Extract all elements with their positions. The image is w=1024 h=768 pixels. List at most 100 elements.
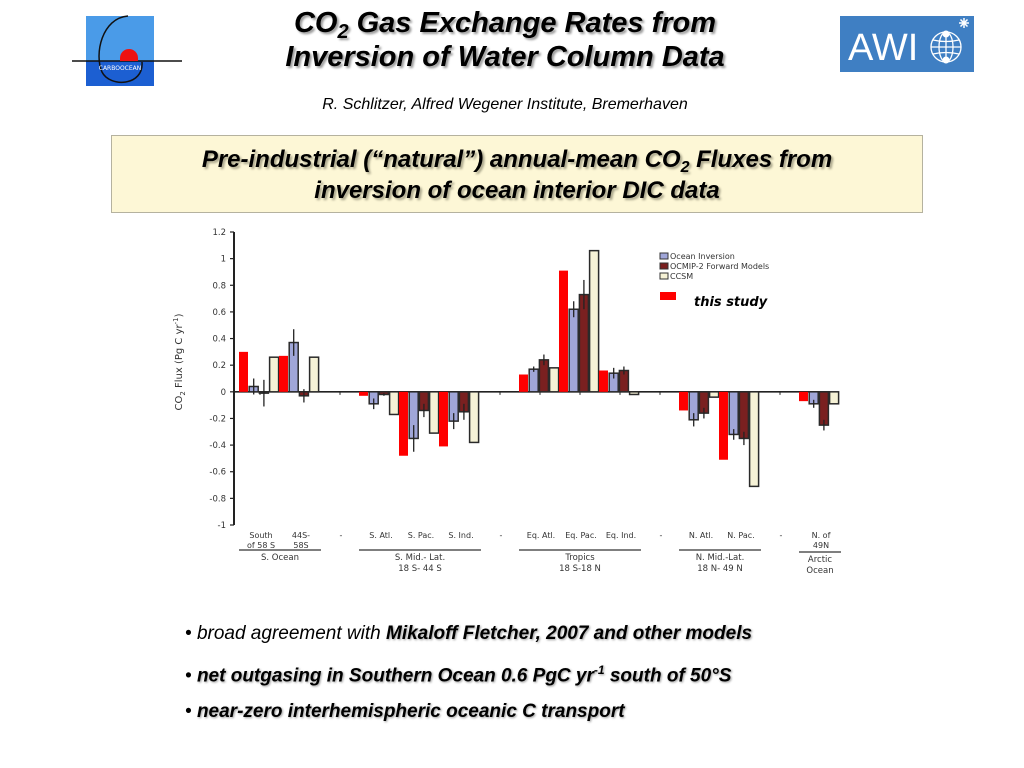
legend-swatch-this-study xyxy=(660,292,676,300)
x-category-label: of 58 S xyxy=(247,541,275,550)
y-tick-label: -0.8 xyxy=(209,494,226,504)
page-title: CO2 Gas Exchange Rates from Inversion of… xyxy=(230,6,780,74)
title-subscript: 2 xyxy=(337,21,349,43)
title-co: CO xyxy=(293,7,338,39)
bar-ccsm xyxy=(548,367,560,393)
y-axis-label: CO2 Flux (Pg C yr-1) xyxy=(172,313,187,410)
x-group-label: S. Ocean xyxy=(261,553,299,563)
bar-ccsm xyxy=(428,391,440,434)
banner-subscript: 2 xyxy=(680,159,690,176)
banner-line1: Pre-industrial (“natural”) annual-mean C… xyxy=(201,146,681,173)
x-group-label: 18 S-18 N xyxy=(559,564,601,574)
x-group-label: S. Mid.- Lat. xyxy=(395,553,445,563)
ylabel-post: ) xyxy=(174,313,185,317)
carboocean-logo-text: CARBOOCEAN xyxy=(99,65,142,72)
x-category-label: S. Ind. xyxy=(448,531,473,540)
x-group-label: Arctic xyxy=(808,555,832,565)
bar-ccsm xyxy=(388,391,400,416)
bar-ccsm xyxy=(628,391,640,396)
x-group-label: Ocean xyxy=(806,566,833,576)
bullet-3-bold: near-zero interhemispheric oceanic C tra… xyxy=(196,701,625,723)
bar-this-study xyxy=(799,391,808,402)
legend-label: Ocean Inversion xyxy=(670,252,735,261)
bar-this-study xyxy=(439,391,448,447)
x-category-label: N. Pac. xyxy=(727,531,754,540)
bullet-2-bold: net outgasing in Southern Ocean 0.6 PgC … xyxy=(196,665,594,687)
legend-this-study-label: this study xyxy=(694,295,768,310)
x-category-label: 58S xyxy=(293,541,308,550)
title-line2: Inversion of Water Column Data xyxy=(285,41,725,73)
bar-ccsm xyxy=(588,249,600,393)
ylabel-sub: 2 xyxy=(179,391,187,395)
bullet-list: • broad agreement with Mikaloff Fletcher… xyxy=(185,616,925,730)
awi-logo-graphic: AWI xyxy=(840,16,974,72)
legend-swatch xyxy=(659,272,669,280)
y-tick-label: 0.8 xyxy=(212,281,226,291)
x-category-label: 49N xyxy=(813,541,829,550)
y-tick-label: 1.2 xyxy=(212,228,226,238)
x-category-label: South xyxy=(249,531,272,540)
banner-line2: inversion of ocean interior DIC data xyxy=(314,177,720,204)
bullet-2-sup: -1 xyxy=(593,663,605,677)
bullet-1-bold: Mikaloff Fletcher, 2007 and other models xyxy=(386,623,753,644)
x-category-label: Eq. Ind. xyxy=(606,531,636,540)
y-tick-label: 1 xyxy=(221,255,226,265)
bar-this-study xyxy=(279,355,288,392)
ylabel-pre: CO xyxy=(174,396,185,411)
y-tick-label: 0 xyxy=(221,388,226,398)
bar-this-study xyxy=(559,270,568,392)
bar-this-study xyxy=(359,391,368,396)
y-tick-label: -0.2 xyxy=(209,414,226,424)
x-category-label: Eq. Atl. xyxy=(527,531,555,540)
bar-ccsm xyxy=(748,391,760,488)
x-category-label: N. Atl. xyxy=(689,531,713,540)
x-category-label: Eq. Pac. xyxy=(565,531,597,540)
legend-swatch xyxy=(659,262,669,270)
y-tick-label: 0.6 xyxy=(212,308,226,318)
bar-this-study xyxy=(239,351,248,392)
bullet-item: • broad agreement with Mikaloff Fletcher… xyxy=(185,623,753,644)
y-tick-label: -0.4 xyxy=(209,441,226,451)
chart-svg: CO2 Flux (Pg C yr-1) 1.210.80.60.40.20-0… xyxy=(172,228,841,576)
x-group-label: Tropics xyxy=(564,553,595,563)
title-line1-rest: Gas Exchange Rates from xyxy=(348,7,717,39)
bullet-1-plain: broad agreement with xyxy=(196,623,386,644)
carboocean-logo-graphic: CARBOOCEAN xyxy=(72,15,182,86)
y-tick-label: 0.4 xyxy=(212,335,226,345)
x-spacer-label: - xyxy=(780,531,783,540)
legend-label: OCMIP-2 Forward Models xyxy=(670,262,769,271)
x-category-label: 44S- xyxy=(292,531,310,540)
banner-line1-rest: Fluxes from xyxy=(689,146,833,173)
bullet-item: • near-zero interhemispheric oceanic C t… xyxy=(185,701,625,723)
x-group-label: 18 S- 44 S xyxy=(398,564,442,574)
ylabel-mid: Flux (Pg C yr xyxy=(174,323,185,391)
bar-this-study xyxy=(519,374,528,392)
x-spacer-label: - xyxy=(660,531,663,540)
bar-ccsm xyxy=(268,356,280,393)
x-category-label: N. of xyxy=(812,531,831,540)
y-tick-label: 0.2 xyxy=(212,361,226,371)
bar-this-study xyxy=(399,391,408,456)
bar-this-study xyxy=(679,391,688,411)
x-group-label: 18 N- 49 N xyxy=(697,564,743,574)
bar-ocean-inversion xyxy=(728,391,739,436)
bullet-item: • net outgasing in Southern Ocean 0.6 Pg… xyxy=(185,663,732,687)
bar-this-study xyxy=(719,391,728,460)
bars xyxy=(239,249,840,488)
legend-label: CCSM xyxy=(670,272,693,281)
bar-ccsm xyxy=(828,391,840,405)
x-spacer-label: - xyxy=(340,531,343,540)
awi-logo: AWI xyxy=(840,16,974,72)
legend-swatch xyxy=(659,252,669,260)
y-tick-label: -0.6 xyxy=(209,468,226,478)
y-tick-label: -1 xyxy=(218,521,226,531)
x-category-label: S. Atl. xyxy=(369,531,392,540)
ylabel-sup: -1 xyxy=(172,317,180,324)
bar-this-study xyxy=(599,370,608,392)
flux-bar-chart: CO2 Flux (Pg C yr-1) 1.2 1 0.8 0.6 0.4 0.2 0 -0… xyxy=(160,220,860,590)
bar-ccsm xyxy=(468,391,480,444)
star-icon xyxy=(959,18,969,28)
bar-ocean-inversion xyxy=(568,308,579,393)
